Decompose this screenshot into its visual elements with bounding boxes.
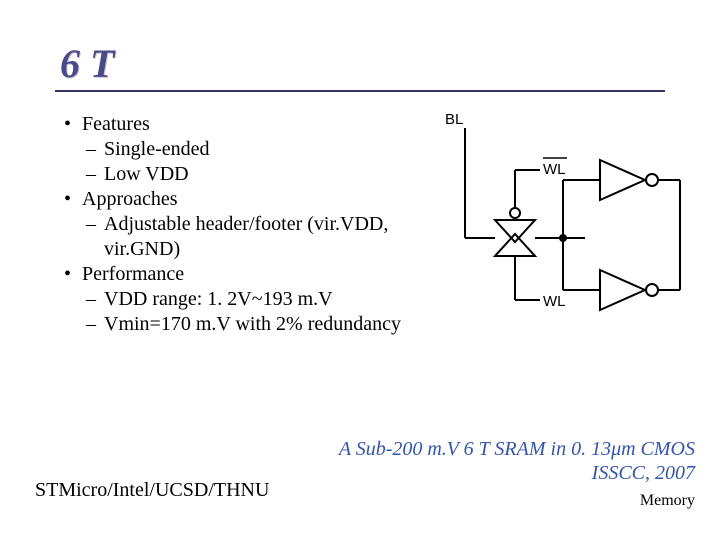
wl-top-label: WL <box>543 161 566 178</box>
footer-affiliation: STMicro/Intel/UCSD/THNU <box>35 479 269 502</box>
list-item: Features <box>60 112 430 137</box>
bullet-list: Features Single-ended Low VDD Approaches… <box>60 112 430 337</box>
list-item: Low VDD <box>82 162 430 187</box>
slide-title: 6 T <box>60 40 114 87</box>
circuit-diagram: BL WL WL <box>435 110 695 340</box>
footer-tag: Memory <box>640 492 695 510</box>
citation: A Sub-200 m.V 6 T SRAM in 0. 13μm CMOS I… <box>339 437 695 485</box>
bl-label: BL <box>445 111 463 128</box>
citation-line2: ISSCC, 2007 <box>339 461 695 485</box>
list-item: Approaches <box>60 187 430 212</box>
title-underline <box>55 90 665 92</box>
list-item: VDD range: 1. 2V~193 m.V <box>82 287 430 312</box>
list-item: Performance <box>60 262 430 287</box>
list-item: Vmin=170 m.V with 2% redundancy <box>82 312 430 337</box>
wl-bot-label: WL <box>543 293 566 310</box>
list-item: Single-ended <box>82 137 430 162</box>
citation-line1: A Sub-200 m.V 6 T SRAM in 0. 13μm CMOS <box>339 437 695 461</box>
list-item: Adjustable header/footer (vir.VDD, vir.G… <box>82 212 430 262</box>
